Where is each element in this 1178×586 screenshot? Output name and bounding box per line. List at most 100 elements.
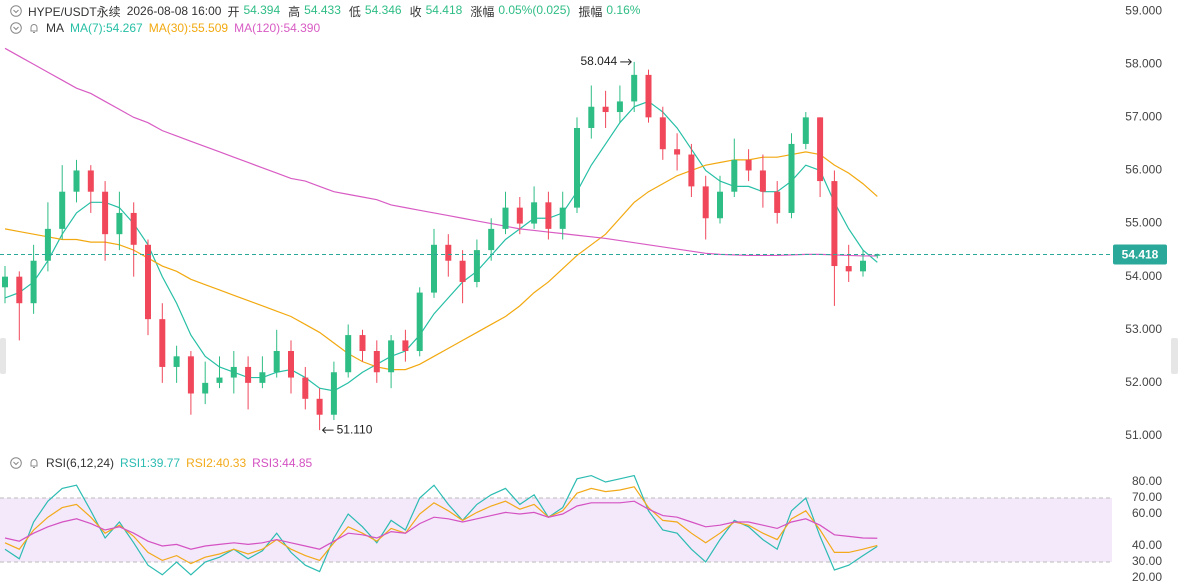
rsi-row: RSI(6,12,24) RSI1:39.77 RSI2:40.33 RSI3:44…: [10, 455, 312, 471]
candle-body: [874, 254, 881, 256]
collapse-icon[interactable]: [10, 457, 22, 469]
rsi-line: [4, 500, 878, 550]
candle-body: [59, 191, 66, 229]
candle-body: [473, 250, 480, 282]
rsi-tick-label: 30.00: [1132, 554, 1162, 568]
collapse-icon[interactable]: [10, 5, 22, 17]
info-label: 振幅: [578, 4, 603, 19]
candle-body: [402, 340, 409, 352]
ma-line: [4, 100, 878, 392]
candle-body: [459, 260, 466, 282]
annotation-label: 51.110: [337, 422, 373, 436]
candle-body: [745, 159, 752, 171]
annotation-label: 58.044: [580, 54, 617, 68]
candle-body: [159, 319, 166, 367]
rsi-tick-label: 40.00: [1132, 538, 1162, 552]
candle-body: [345, 335, 352, 373]
info-label: 高: [288, 4, 301, 19]
candle-body: [717, 191, 723, 219]
alert-icon[interactable]: [28, 457, 40, 469]
candle-body: [759, 170, 766, 192]
candle-body: [145, 244, 151, 320]
info-item: 低 54.346: [349, 3, 404, 20]
ma-line: [4, 151, 878, 371]
candle-body: [631, 74, 638, 102]
candle-body: [445, 244, 452, 261]
info-value: 54.433: [304, 2, 341, 17]
rsi-line: [4, 486, 878, 565]
candle-body: [173, 356, 180, 367]
info-item: 高 54.433: [288, 3, 343, 20]
candle-body: [431, 244, 437, 293]
annotation-arrow-head: [627, 58, 632, 66]
y-tick-label: 59.000: [1125, 3, 1162, 17]
info-label: 涨幅: [470, 4, 495, 19]
y-tick-label: 58.000: [1125, 56, 1162, 70]
info-item: 振幅 0.16%: [578, 3, 642, 20]
candle-body: [731, 159, 738, 192]
info-item: 收 54.418: [410, 3, 465, 20]
left-tab[interactable]: [0, 338, 6, 374]
candle-body: [645, 74, 652, 118]
candle-body: [831, 181, 838, 267]
info-value: 54.418: [425, 2, 463, 17]
candle-body: [187, 356, 194, 394]
candle-body: [330, 372, 337, 415]
candle-body: [44, 228, 51, 261]
legend-entry: MA(7):54.267: [70, 21, 143, 35]
candle-body: [245, 366, 252, 383]
candle-body: [373, 351, 380, 373]
rsi-band: [0, 498, 1112, 562]
info-value: 54.394: [243, 2, 281, 17]
right-tab[interactable]: [1171, 338, 1178, 374]
ma-row: MA MA(7):54.267 MA(30):55.509 MA(120):54.3…: [10, 20, 320, 36]
rsi-tick-label: 60.00: [1132, 506, 1162, 520]
candle-body: [416, 292, 423, 352]
candle-body: [702, 186, 709, 219]
info-row: HYPE/USDT永续 2026-08-08 16:00 开 54.394 高 54.…: [10, 3, 642, 19]
legend-entry: RSI1:39.77: [120, 456, 181, 470]
alert-icon[interactable]: [28, 22, 40, 34]
candle-body: [674, 149, 681, 155]
info-item: 开 54.394: [227, 3, 282, 20]
last-price-label: 54.418: [1122, 248, 1159, 262]
y-tick-label: 53.000: [1125, 322, 1162, 336]
candle-body: [817, 117, 824, 182]
candle-body: [588, 106, 595, 128]
datetime: 2026-08-08 16:00: [126, 4, 222, 18]
candle-body: [273, 351, 280, 373]
candle-body: [316, 398, 323, 415]
candle-body: [688, 154, 695, 187]
info-label: 低: [348, 4, 361, 19]
rsi-title: RSI(6,12,24): [46, 456, 115, 470]
candle-body: [574, 127, 580, 208]
candle-body: [545, 202, 552, 229]
candle-body: [788, 143, 795, 213]
candle-body: [230, 366, 237, 378]
candle-body: [559, 207, 566, 229]
rsi-tick-label: 70.00: [1132, 490, 1162, 504]
y-tick-label: 56.000: [1125, 163, 1162, 177]
candle-body: [802, 117, 809, 144]
candle-body: [302, 377, 309, 399]
legend-entry: RSI2:40.33: [186, 456, 247, 470]
collapse-icon[interactable]: [10, 22, 22, 34]
candle-body: [2, 276, 8, 288]
y-tick-label: 52.000: [1125, 375, 1162, 389]
candle-body: [216, 377, 223, 383]
candle-body: [288, 351, 294, 378]
ma-title: MA: [46, 21, 64, 35]
candle-body: [116, 212, 123, 235]
candle-body: [488, 228, 495, 251]
last-price-tag: [1113, 244, 1167, 265]
y-tick-label: 54.000: [1125, 269, 1162, 283]
legend-entry: RSI3:44.85: [252, 456, 313, 470]
annotation-arrow-head: [321, 426, 326, 434]
candle-body: [502, 207, 509, 229]
legend-entry: MA(30):55.509: [148, 21, 229, 35]
rsi-tick-label: 80.00: [1132, 474, 1162, 488]
info-value: 54.346: [364, 2, 402, 17]
candle-body: [202, 382, 209, 394]
